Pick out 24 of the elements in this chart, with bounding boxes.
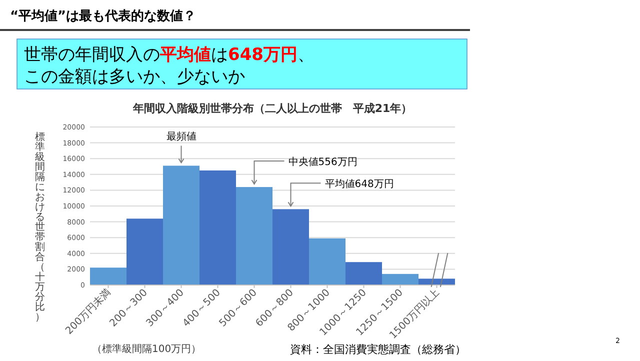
bar xyxy=(309,238,346,285)
text: “平均値”は最も代表的な数値？ xyxy=(10,9,196,24)
text: 、 xyxy=(298,45,314,65)
text: 資料：全国消費実態調査（総務省） xyxy=(290,343,466,356)
text: 648万円 xyxy=(228,45,298,65)
annotation: 最頻値 xyxy=(166,130,196,143)
annotation: 中央値556万円 xyxy=(288,156,358,168)
bar xyxy=(418,278,455,285)
bar xyxy=(236,187,272,285)
text: 世帯の年間収入の xyxy=(24,45,160,65)
bar xyxy=(90,268,126,285)
bar xyxy=(272,209,309,285)
text: 標準級間隔における世帯割合（十万分比） xyxy=(35,132,45,323)
text: この金額は多いか、少ないか xyxy=(24,67,245,87)
bar xyxy=(346,262,382,285)
text: 平均値 xyxy=(159,45,211,65)
x-axis-title: （標準級間隔100万円） xyxy=(92,343,202,355)
bar xyxy=(382,274,418,285)
chart-title: 年間収入階級別世帯分布（二人以上の世帯 平成21年） xyxy=(132,102,412,115)
bar xyxy=(200,170,236,285)
annotation: 平均値648万円 xyxy=(324,178,394,190)
text: は xyxy=(211,45,228,65)
bar xyxy=(126,218,163,285)
bar xyxy=(163,166,200,285)
